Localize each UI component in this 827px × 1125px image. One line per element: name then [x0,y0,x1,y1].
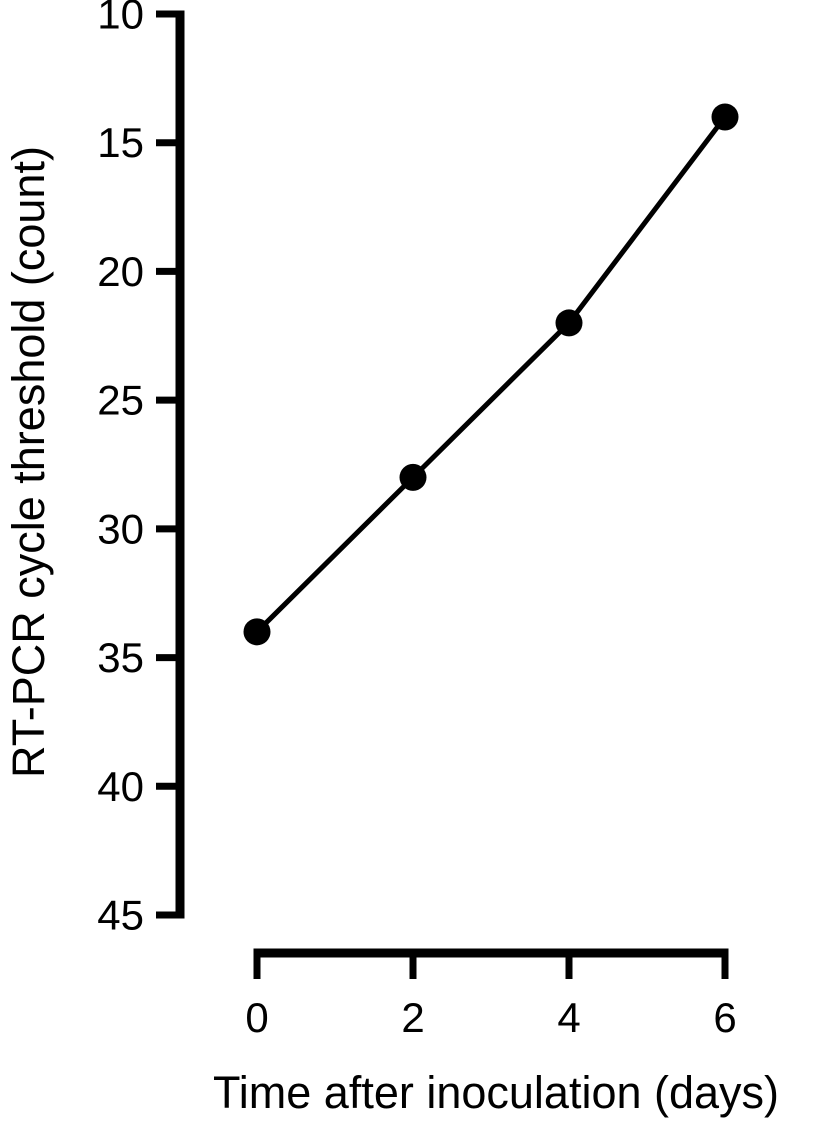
y-tick-label: 45 [97,892,144,939]
axes-layer: 10 15 20 25 30 35 40 45 0 2 4 6 [97,0,736,1041]
y-tick-label: 15 [97,119,144,166]
y-tick-label: 35 [97,634,144,681]
data-point [555,309,583,337]
data-point [399,463,427,491]
x-tick-label: 4 [557,994,580,1041]
y-axis-title: RT-PCR cycle threshold (count) [3,146,54,778]
y-tick-label: 10 [97,0,144,38]
series-layer [243,103,739,646]
x-tick-label: 0 [245,994,268,1041]
x-tick-label: 2 [401,994,424,1041]
x-axis-title: Time after inoculation (days) [213,1067,779,1118]
y-tick-label: 20 [97,248,144,295]
data-point [711,103,739,131]
series-line [255,115,727,634]
y-tick-label: 30 [97,505,144,552]
data-point [243,618,271,646]
y-tick-label: 25 [97,377,144,424]
y-tick-label: 40 [97,763,144,810]
x-tick-label: 6 [713,994,736,1041]
